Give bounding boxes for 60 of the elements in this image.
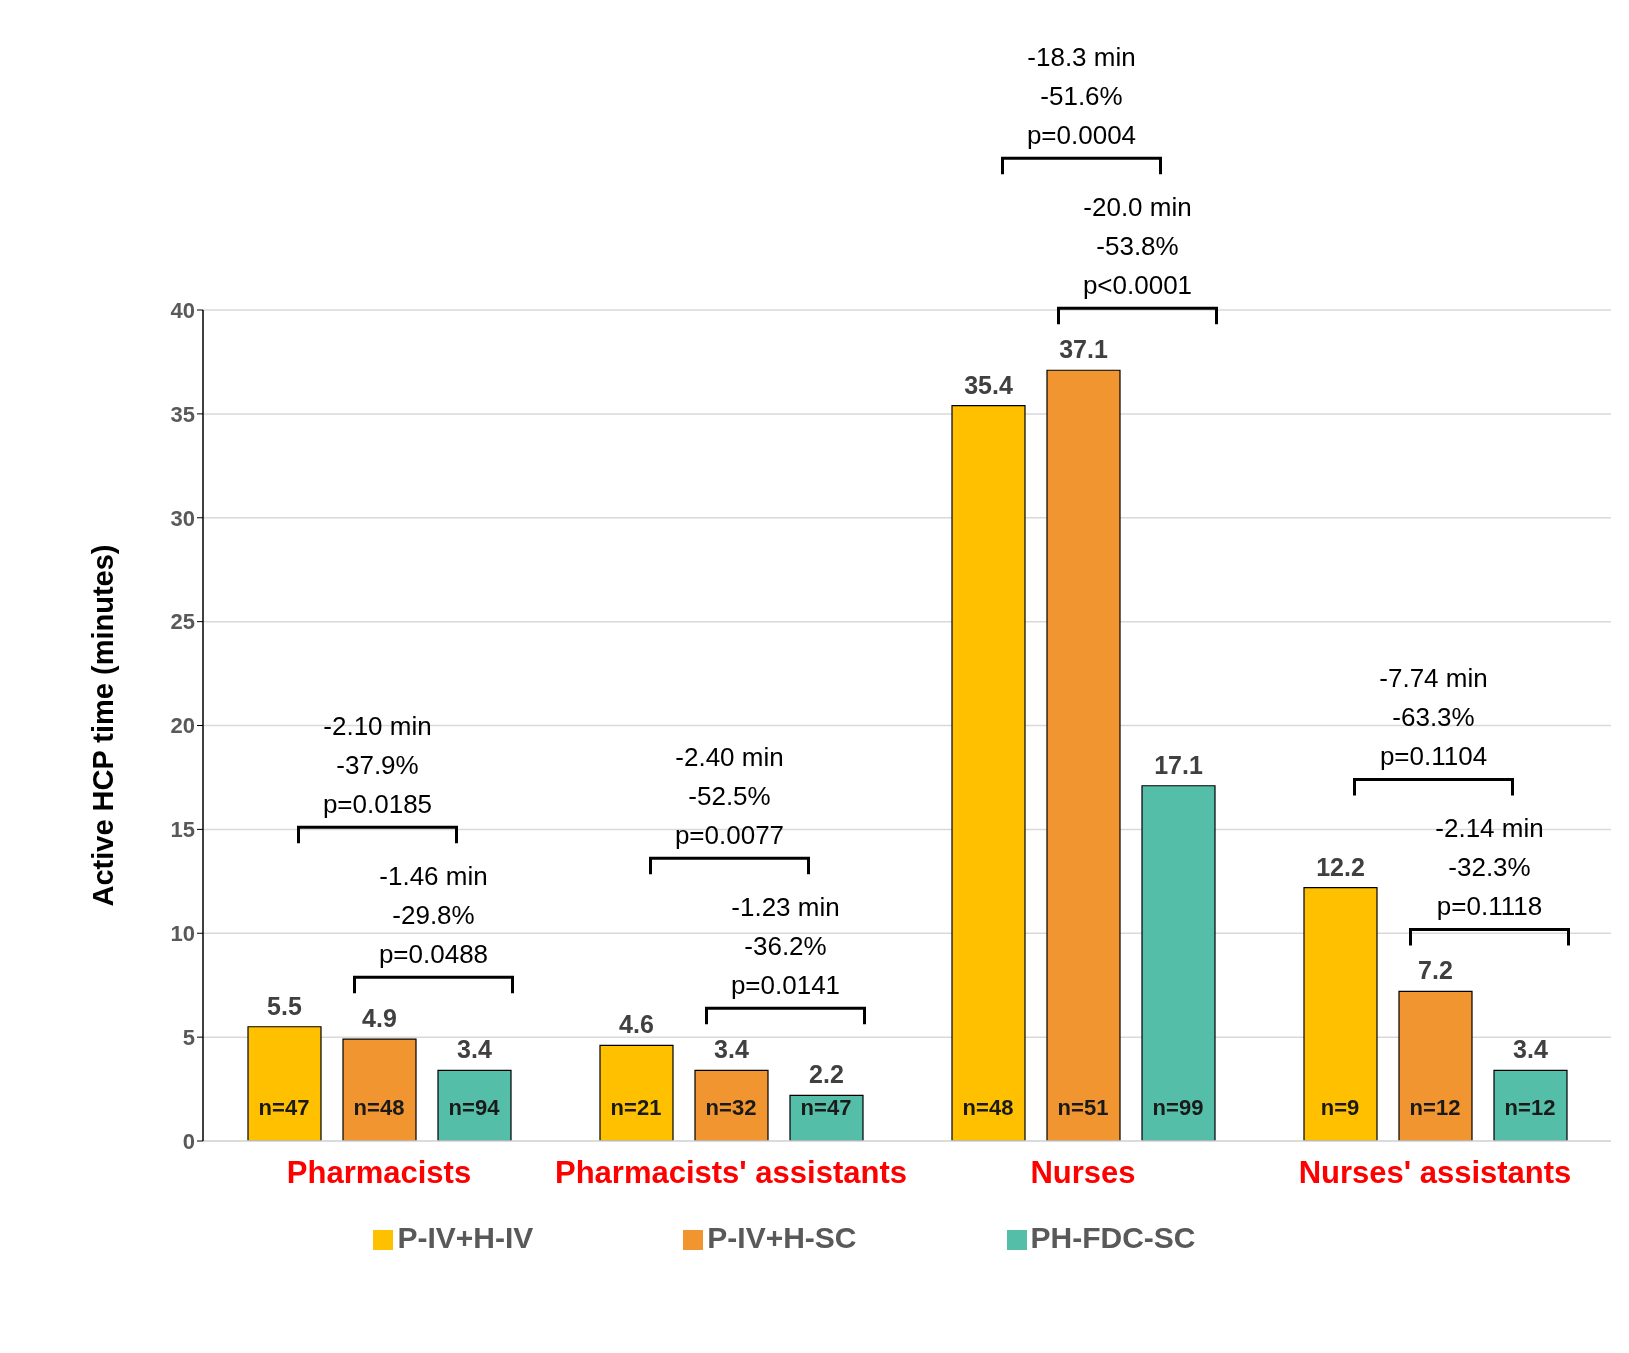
annotation: n=94	[448, 1094, 501, 1120]
annotation: n=47	[258, 1094, 310, 1120]
annotation: n=51	[1057, 1094, 1109, 1120]
y-tick-label: 10	[170, 921, 195, 947]
x-tick-label: Nurses' assistants	[1298, 1155, 1572, 1191]
data-label: 4.6	[619, 1010, 654, 1039]
y-tick-label: 15	[170, 817, 195, 843]
data-label: 37.1	[1059, 335, 1108, 364]
annotation: n=48	[353, 1094, 405, 1120]
legend-label: P-IV+H-IV	[397, 1221, 534, 1254]
bar	[1046, 369, 1121, 1141]
annotation: n=12	[1504, 1094, 1556, 1120]
data-label: 3.4	[714, 1035, 749, 1064]
data-label: 35.4	[964, 370, 1013, 399]
annotation: -2.40 min -52.5% p=0.0077	[674, 742, 785, 851]
bar	[1398, 990, 1473, 1141]
bar	[1303, 886, 1378, 1141]
annotation: -1.46 min -29.8% p=0.0488	[378, 861, 489, 970]
y-tick-label: 40	[170, 297, 195, 323]
bar	[951, 404, 1026, 1141]
y-tick-label: 30	[170, 505, 195, 531]
annotation: n=9	[1320, 1094, 1360, 1120]
annotation: -1.23 min -36.2% p=0.0141	[730, 892, 841, 1001]
annotation: n=47	[800, 1094, 852, 1120]
legend-label: PH-FDC-SC	[1030, 1221, 1196, 1254]
legend-label: P-IV+H-SC	[707, 1221, 857, 1254]
data-label: 17.1	[1154, 750, 1203, 779]
annotation: n=21	[610, 1094, 662, 1120]
annotation: n=12	[1409, 1094, 1461, 1120]
x-tick-label: Nurses	[1030, 1155, 1136, 1191]
y-tick-label: 25	[170, 609, 195, 635]
bar	[437, 1069, 512, 1141]
x-tick-label: Pharmacists' assistants	[554, 1155, 908, 1191]
bar	[1141, 785, 1216, 1141]
annotation: -2.14 min -32.3% p=0.1118	[1435, 813, 1544, 922]
data-label: 2.2	[809, 1060, 844, 1089]
bar	[247, 1026, 322, 1141]
text: -18.3 min -51.6% p=0.0004	[1026, 42, 1137, 151]
y-tick-label: 5	[182, 1024, 195, 1050]
data-label: 7.2	[1418, 956, 1453, 985]
bar	[1493, 1069, 1568, 1141]
y-tick-label: 35	[170, 401, 195, 427]
data-label: 5.5	[267, 991, 302, 1020]
annotation: n=48	[962, 1094, 1014, 1120]
data-label: 12.2	[1316, 852, 1365, 881]
y-axis-title: Active HCP time (minutes)	[87, 544, 120, 907]
x-tick-label: Pharmacists	[286, 1155, 472, 1191]
text: -20.0 min -53.8% p<0.0001	[1082, 192, 1193, 301]
y-tick-label: 20	[170, 713, 195, 739]
bar	[599, 1044, 674, 1141]
annotation: n=32	[705, 1094, 757, 1120]
annotation: -7.74 min -63.3% p=0.1104	[1379, 663, 1488, 772]
data-label: 3.4	[457, 1035, 492, 1064]
annotation: -2.10 min -37.9% p=0.0185	[322, 711, 433, 820]
annotation: n=99	[1152, 1094, 1204, 1120]
bar	[342, 1038, 417, 1141]
data-label: 3.4	[1513, 1035, 1548, 1064]
y-tick-label: 0	[182, 1128, 195, 1154]
bar	[694, 1069, 769, 1141]
data-label: 4.9	[362, 1004, 397, 1033]
